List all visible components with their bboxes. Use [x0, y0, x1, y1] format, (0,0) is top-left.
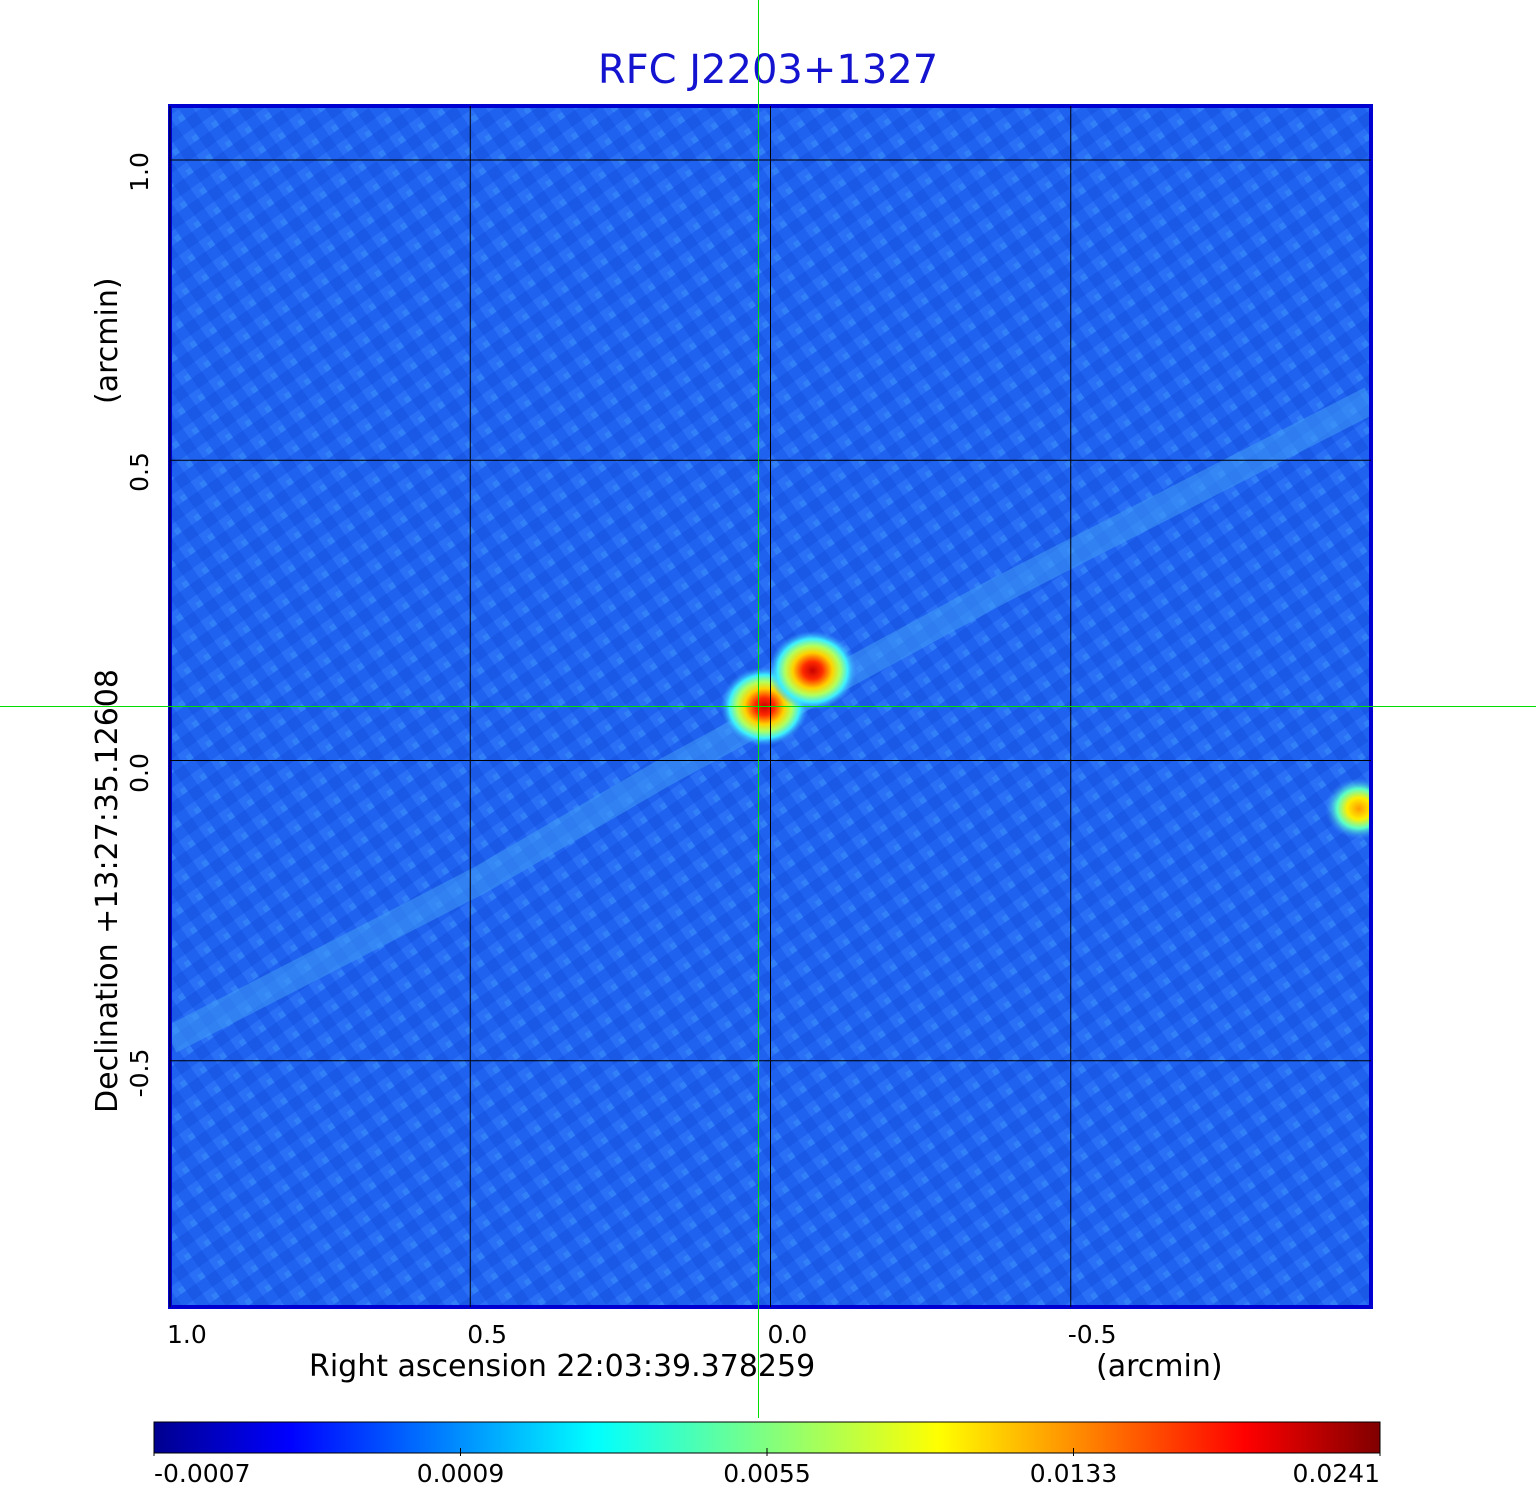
x-tick-label: -0.5 [1067, 1320, 1117, 1349]
x-tick-label: 0.0 [767, 1320, 808, 1349]
y-axis-label: Declination +13:27:35.12608 [90, 669, 125, 1113]
x-tick-label: 0.5 [467, 1320, 508, 1349]
x-tick-label: 1.0 [167, 1320, 207, 1349]
y-tick-label: 0.5 [125, 452, 154, 493]
colorbar-tick-label: 0.0055 [723, 1459, 811, 1488]
colorbar-tick-label: 0.0009 [416, 1459, 505, 1488]
y-tick-label: -0.5 [125, 1048, 154, 1098]
colorbar-tick-label: 0.0133 [1029, 1459, 1118, 1488]
chart-title: RFC J2203+1327 [597, 47, 939, 93]
colorbar [153, 1421, 1381, 1454]
colorbar-tick-label: -0.0007 [154, 1459, 251, 1488]
source-blob [1325, 777, 1371, 840]
colorbar-tick-label: 0.0241 [1292, 1459, 1380, 1488]
y-axis-unit: (arcmin) [90, 277, 125, 404]
x-axis-label: Right ascension 22:03:39.378259 [309, 1349, 816, 1384]
y-tick-label: 0.0 [125, 752, 154, 793]
x-axis-unit: (arcmin) [1096, 1349, 1223, 1384]
source-blob [768, 630, 857, 711]
y-tick-label: 1.0 [125, 152, 154, 192]
